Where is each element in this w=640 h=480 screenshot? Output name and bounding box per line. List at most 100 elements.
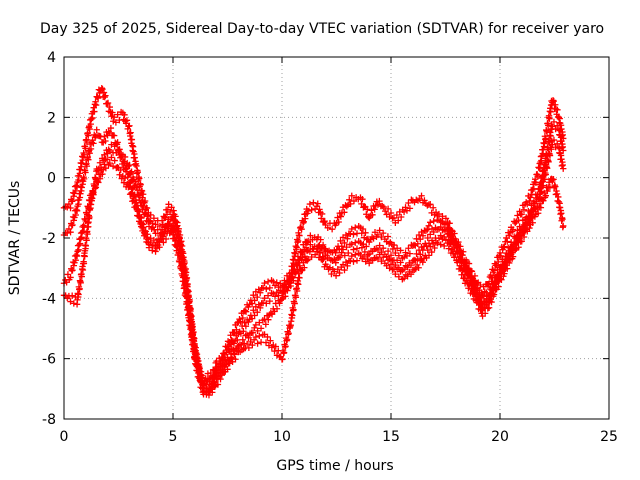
data-point [506, 232, 513, 239]
data-point [324, 224, 331, 232]
data-point [316, 249, 324, 256]
data-point [303, 257, 311, 264]
data-point [506, 259, 513, 267]
data-point [245, 344, 253, 352]
data-point [490, 291, 498, 298]
data-point [374, 231, 382, 239]
data-point [250, 307, 257, 314]
data-point [422, 227, 430, 235]
data-point [558, 155, 565, 163]
data-point [341, 239, 348, 247]
data-point [67, 204, 74, 212]
data-point [80, 151, 88, 158]
data-point [290, 306, 297, 313]
data-point [287, 282, 294, 290]
data-point [138, 198, 146, 206]
data-point [425, 222, 432, 230]
data-point [393, 211, 401, 219]
data-point [158, 226, 166, 233]
x-axis-label: GPS time / hours [276, 458, 393, 474]
data-point [417, 251, 424, 258]
x-tick-label: 15 [382, 429, 400, 445]
data-point [332, 272, 340, 279]
data-point [239, 314, 246, 322]
data-point [484, 305, 491, 312]
data-point [306, 200, 314, 208]
data-point [353, 245, 361, 252]
data-point [131, 154, 138, 161]
x-tick-label: 20 [491, 429, 509, 445]
data-point [405, 245, 412, 252]
data-point [361, 248, 369, 256]
data-point [69, 221, 76, 229]
data-point [82, 242, 89, 250]
data-point [307, 232, 314, 239]
data-point [336, 253, 344, 261]
data-point [128, 189, 135, 197]
data-point [262, 339, 270, 346]
data-point [459, 267, 466, 274]
data-point [550, 136, 558, 144]
data-point [72, 187, 79, 195]
data-point [414, 240, 421, 247]
data-point [172, 237, 179, 244]
data-point [529, 219, 536, 226]
data-point [421, 197, 428, 204]
data-point [134, 208, 142, 215]
data-point [303, 247, 311, 255]
data-point [554, 140, 561, 147]
data-point [279, 355, 286, 363]
data-point [357, 251, 364, 259]
data-point [558, 210, 565, 217]
data-point [440, 242, 448, 250]
data-point [168, 204, 175, 211]
data-point [82, 169, 89, 176]
data-point [471, 272, 479, 280]
data-point [397, 259, 404, 266]
data-point [94, 93, 101, 101]
data-point [556, 204, 564, 211]
data-point [387, 209, 395, 217]
data-point [430, 228, 437, 236]
data-point [541, 140, 548, 147]
data-point [144, 212, 151, 220]
data-point [558, 137, 565, 145]
series-track-4 [60, 141, 567, 399]
data-point [437, 241, 444, 248]
data-point [152, 230, 159, 237]
data-point [384, 247, 392, 255]
data-point [427, 231, 434, 238]
data-point [311, 251, 319, 258]
data-point [304, 255, 312, 263]
data-point [379, 229, 387, 237]
data-point [178, 266, 186, 274]
data-point [250, 291, 257, 299]
data-point [230, 350, 238, 357]
data-point [126, 122, 133, 129]
data-point [266, 284, 273, 292]
data-point [87, 145, 95, 153]
data-point [172, 218, 180, 225]
data-point [144, 234, 151, 241]
data-point [123, 117, 131, 124]
data-point [75, 291, 82, 298]
y-tick-label: -4 [42, 291, 56, 307]
data-point [86, 213, 93, 221]
data-point [242, 323, 250, 330]
data-point [471, 285, 479, 292]
data-point [319, 256, 326, 264]
data-point [529, 186, 536, 193]
data-point [550, 97, 557, 105]
data-point [406, 205, 414, 212]
data-point [442, 215, 450, 222]
data-point [428, 248, 435, 256]
data-point [246, 330, 254, 337]
data-point [362, 229, 369, 237]
data-point [550, 118, 558, 126]
data-point [69, 267, 76, 274]
data-point [404, 264, 411, 271]
data-point [357, 239, 364, 247]
data-point [452, 241, 459, 249]
data-point [509, 253, 517, 260]
data-point [132, 178, 139, 185]
